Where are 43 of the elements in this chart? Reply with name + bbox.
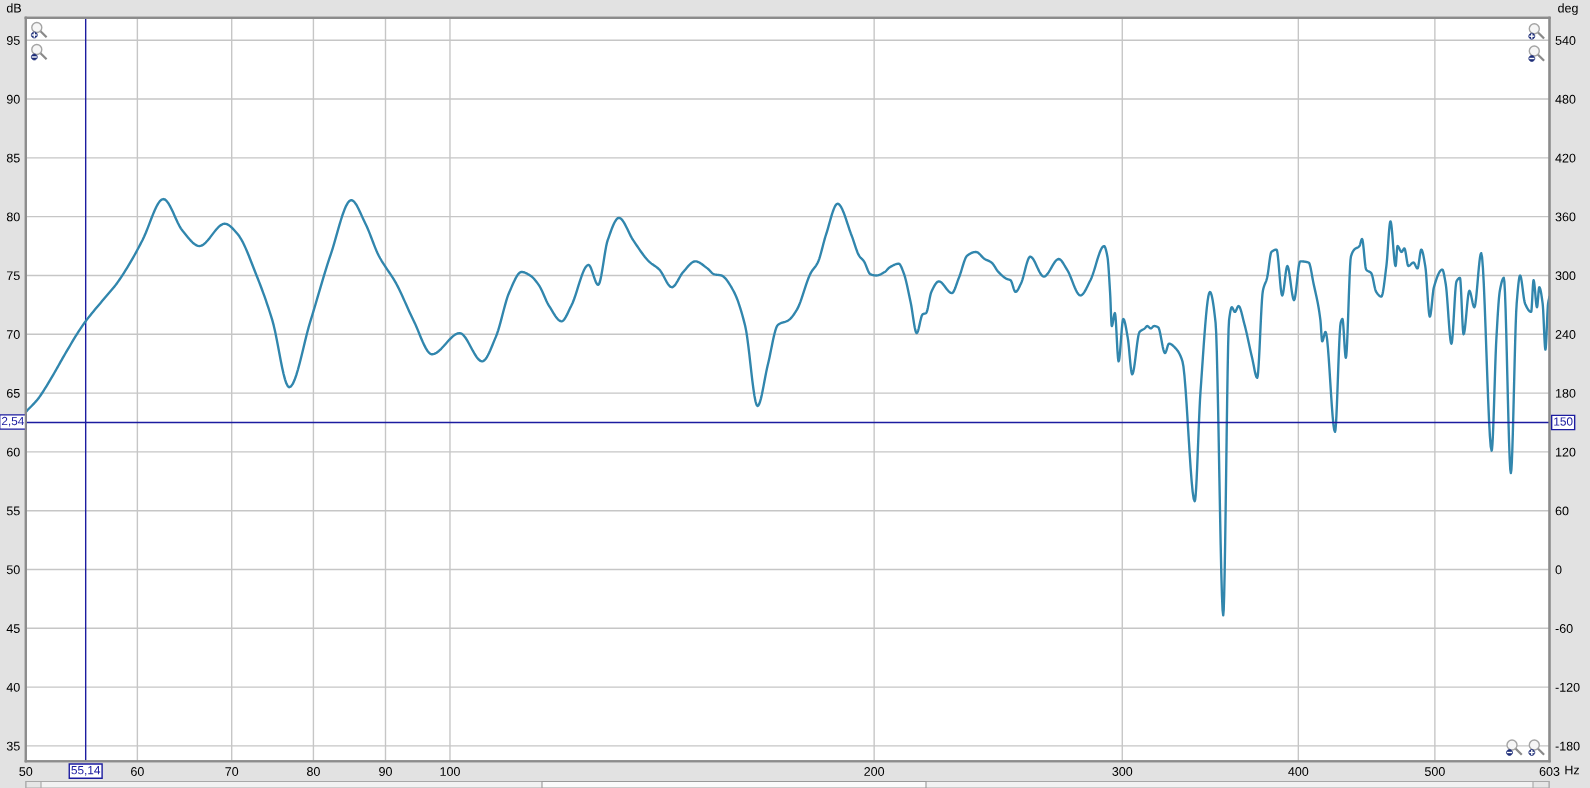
y2-tick-label: 0 <box>1555 565 1562 575</box>
y-tick-label: 80 <box>6 212 20 222</box>
x-tick-label: 500 <box>1424 767 1445 776</box>
x-tick-label: 300 <box>1112 767 1133 776</box>
x-tick-label: 200 <box>864 767 885 776</box>
y2-tick-label: 480 <box>1555 94 1576 104</box>
x-axis-title: Hz <box>1565 765 1580 775</box>
y-tick-label: 75 <box>6 271 20 281</box>
y2-tick-label: 240 <box>1555 330 1576 339</box>
y2-tick-label: 420 <box>1555 153 1576 163</box>
y2-tick-label: -180 <box>1555 741 1580 751</box>
y-tick-label: 40 <box>6 682 20 692</box>
y-tick-label: 45 <box>6 624 20 633</box>
y2-tick-label: -120 <box>1555 682 1580 692</box>
y-tick-label: 60 <box>6 447 20 457</box>
y2-tick-label: 60 <box>1555 506 1569 516</box>
ref-line-label: 150 <box>1554 417 1573 426</box>
y-tick-label: 35 <box>6 741 20 751</box>
y-tick-label: 85 <box>6 153 20 163</box>
y2-axis-title: deg <box>1558 3 1578 15</box>
y-tick-label: 90 <box>6 94 20 104</box>
x-tick-label: 603 <box>1539 767 1560 776</box>
y2-tick-label: -60 <box>1555 624 1573 633</box>
y2-tick-label: 540 <box>1555 36 1576 45</box>
x-tick-label: 60 <box>131 767 144 776</box>
y2-tick-label: 300 <box>1555 271 1576 281</box>
y2-tick-label: 360 <box>1555 212 1576 222</box>
y-tick-label: 65 <box>6 388 20 398</box>
y-axis-title: dB <box>6 3 21 13</box>
y2-tick-label: 180 <box>1556 388 1576 398</box>
x-tick-label: 80 <box>307 767 320 776</box>
annotation: 2,54 <box>1 416 24 427</box>
x-tick-label: 50 <box>19 767 33 776</box>
x-tick-label: 400 <box>1288 767 1309 776</box>
y-tick-label: 70 <box>6 330 20 339</box>
y2-tick-label: 120 <box>1556 447 1576 457</box>
y-tick-label: 55 <box>6 506 20 516</box>
y-tick-label: 50 <box>6 565 20 575</box>
x-tick-label: 90 <box>379 767 392 776</box>
y-tick-label: 95 <box>6 36 20 45</box>
x-tick-label: 70 <box>225 767 239 776</box>
x-tick-label: 100 <box>440 767 460 776</box>
ref-line-label: 55,14 <box>71 766 101 776</box>
